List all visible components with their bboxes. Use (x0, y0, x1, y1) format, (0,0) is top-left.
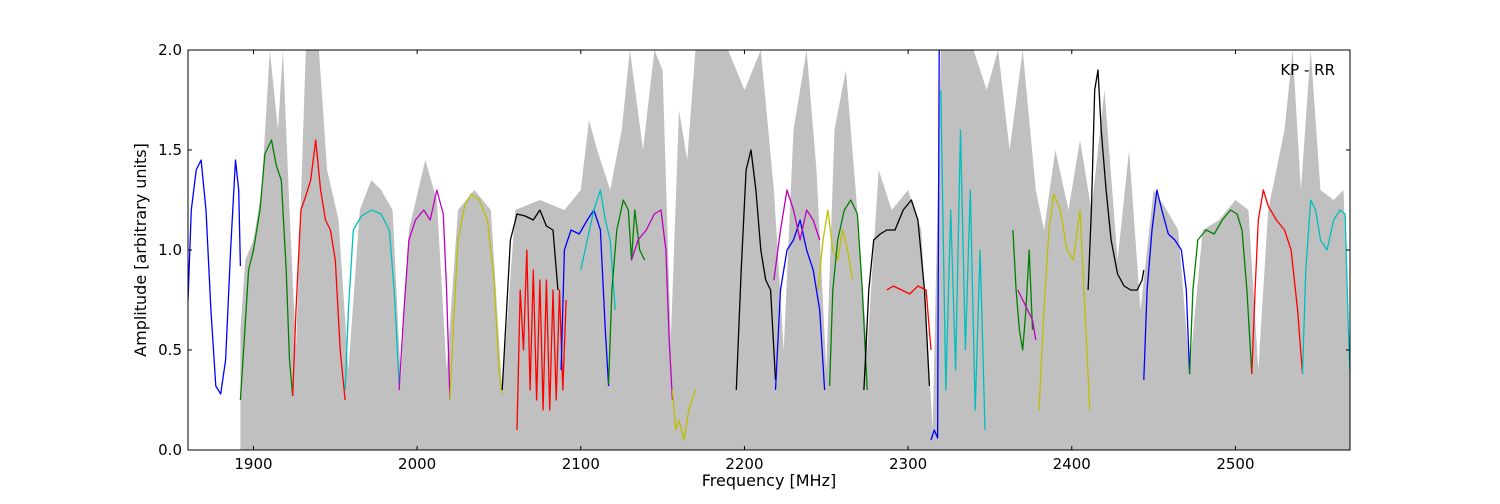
series-line-24 (1038, 193, 1091, 411)
series-line-17 (828, 199, 868, 391)
series-line-2 (292, 139, 346, 401)
chart-annotation: KP - RR (1280, 61, 1335, 79)
y-tick-label: 1.5 (158, 141, 182, 159)
background-envelope-area (240, 50, 1350, 450)
series-line-0 (188, 159, 242, 395)
series-line-23 (1017, 289, 1037, 341)
series-line-9 (580, 189, 616, 311)
y-tick-label: 0.0 (158, 441, 182, 459)
series-line-19 (886, 285, 932, 351)
x-axis-label: Frequency [MHz] (702, 471, 836, 490)
series-line-7 (516, 249, 567, 431)
y-tick-label: 2.0 (158, 41, 182, 59)
x-tick-label: 2500 (1216, 455, 1254, 473)
series-line-22 (1012, 229, 1034, 351)
x-tick-label: 2200 (725, 455, 763, 473)
x-tick-label: 2400 (1053, 455, 1091, 473)
series-line-25 (1087, 69, 1145, 291)
series-line-6 (501, 209, 559, 391)
series-line-4 (398, 189, 451, 401)
series-line-10 (607, 199, 646, 385)
y-axis-label: Amplitude [arbitrary units] (131, 143, 150, 357)
series-line-18 (863, 199, 931, 391)
axis-ticks: 1900 2000 2100 2200 2300 2400 2500 0.0 0.5 1.0 1.5… (158, 41, 1350, 473)
series-line-27 (1188, 209, 1253, 375)
series-line-14 (774, 219, 826, 391)
series-line-13 (735, 149, 777, 391)
series-line-29 (1301, 199, 1350, 375)
series-line-8 (560, 209, 610, 387)
series-line-28 (1251, 189, 1304, 375)
x-tick-label: 2000 (398, 455, 436, 473)
series-line-12 (671, 389, 697, 441)
y-tick-label: 0.5 (158, 341, 182, 359)
series-line-5 (449, 193, 503, 401)
series-line-1 (239, 139, 294, 401)
series-line-3 (344, 209, 400, 391)
x-tick-label: 1900 (234, 455, 272, 473)
series-line-20 (930, 50, 940, 441)
series-line-15 (773, 189, 821, 281)
series-line-26 (1143, 189, 1191, 381)
x-tick-label: 2300 (889, 455, 927, 473)
series-line-11 (630, 209, 674, 401)
y-tick-label: 1.0 (158, 241, 182, 259)
series-line-21 (940, 89, 986, 431)
series-line-16 (817, 209, 854, 291)
plot-area (188, 50, 1350, 450)
x-tick-label: 2100 (562, 455, 600, 473)
